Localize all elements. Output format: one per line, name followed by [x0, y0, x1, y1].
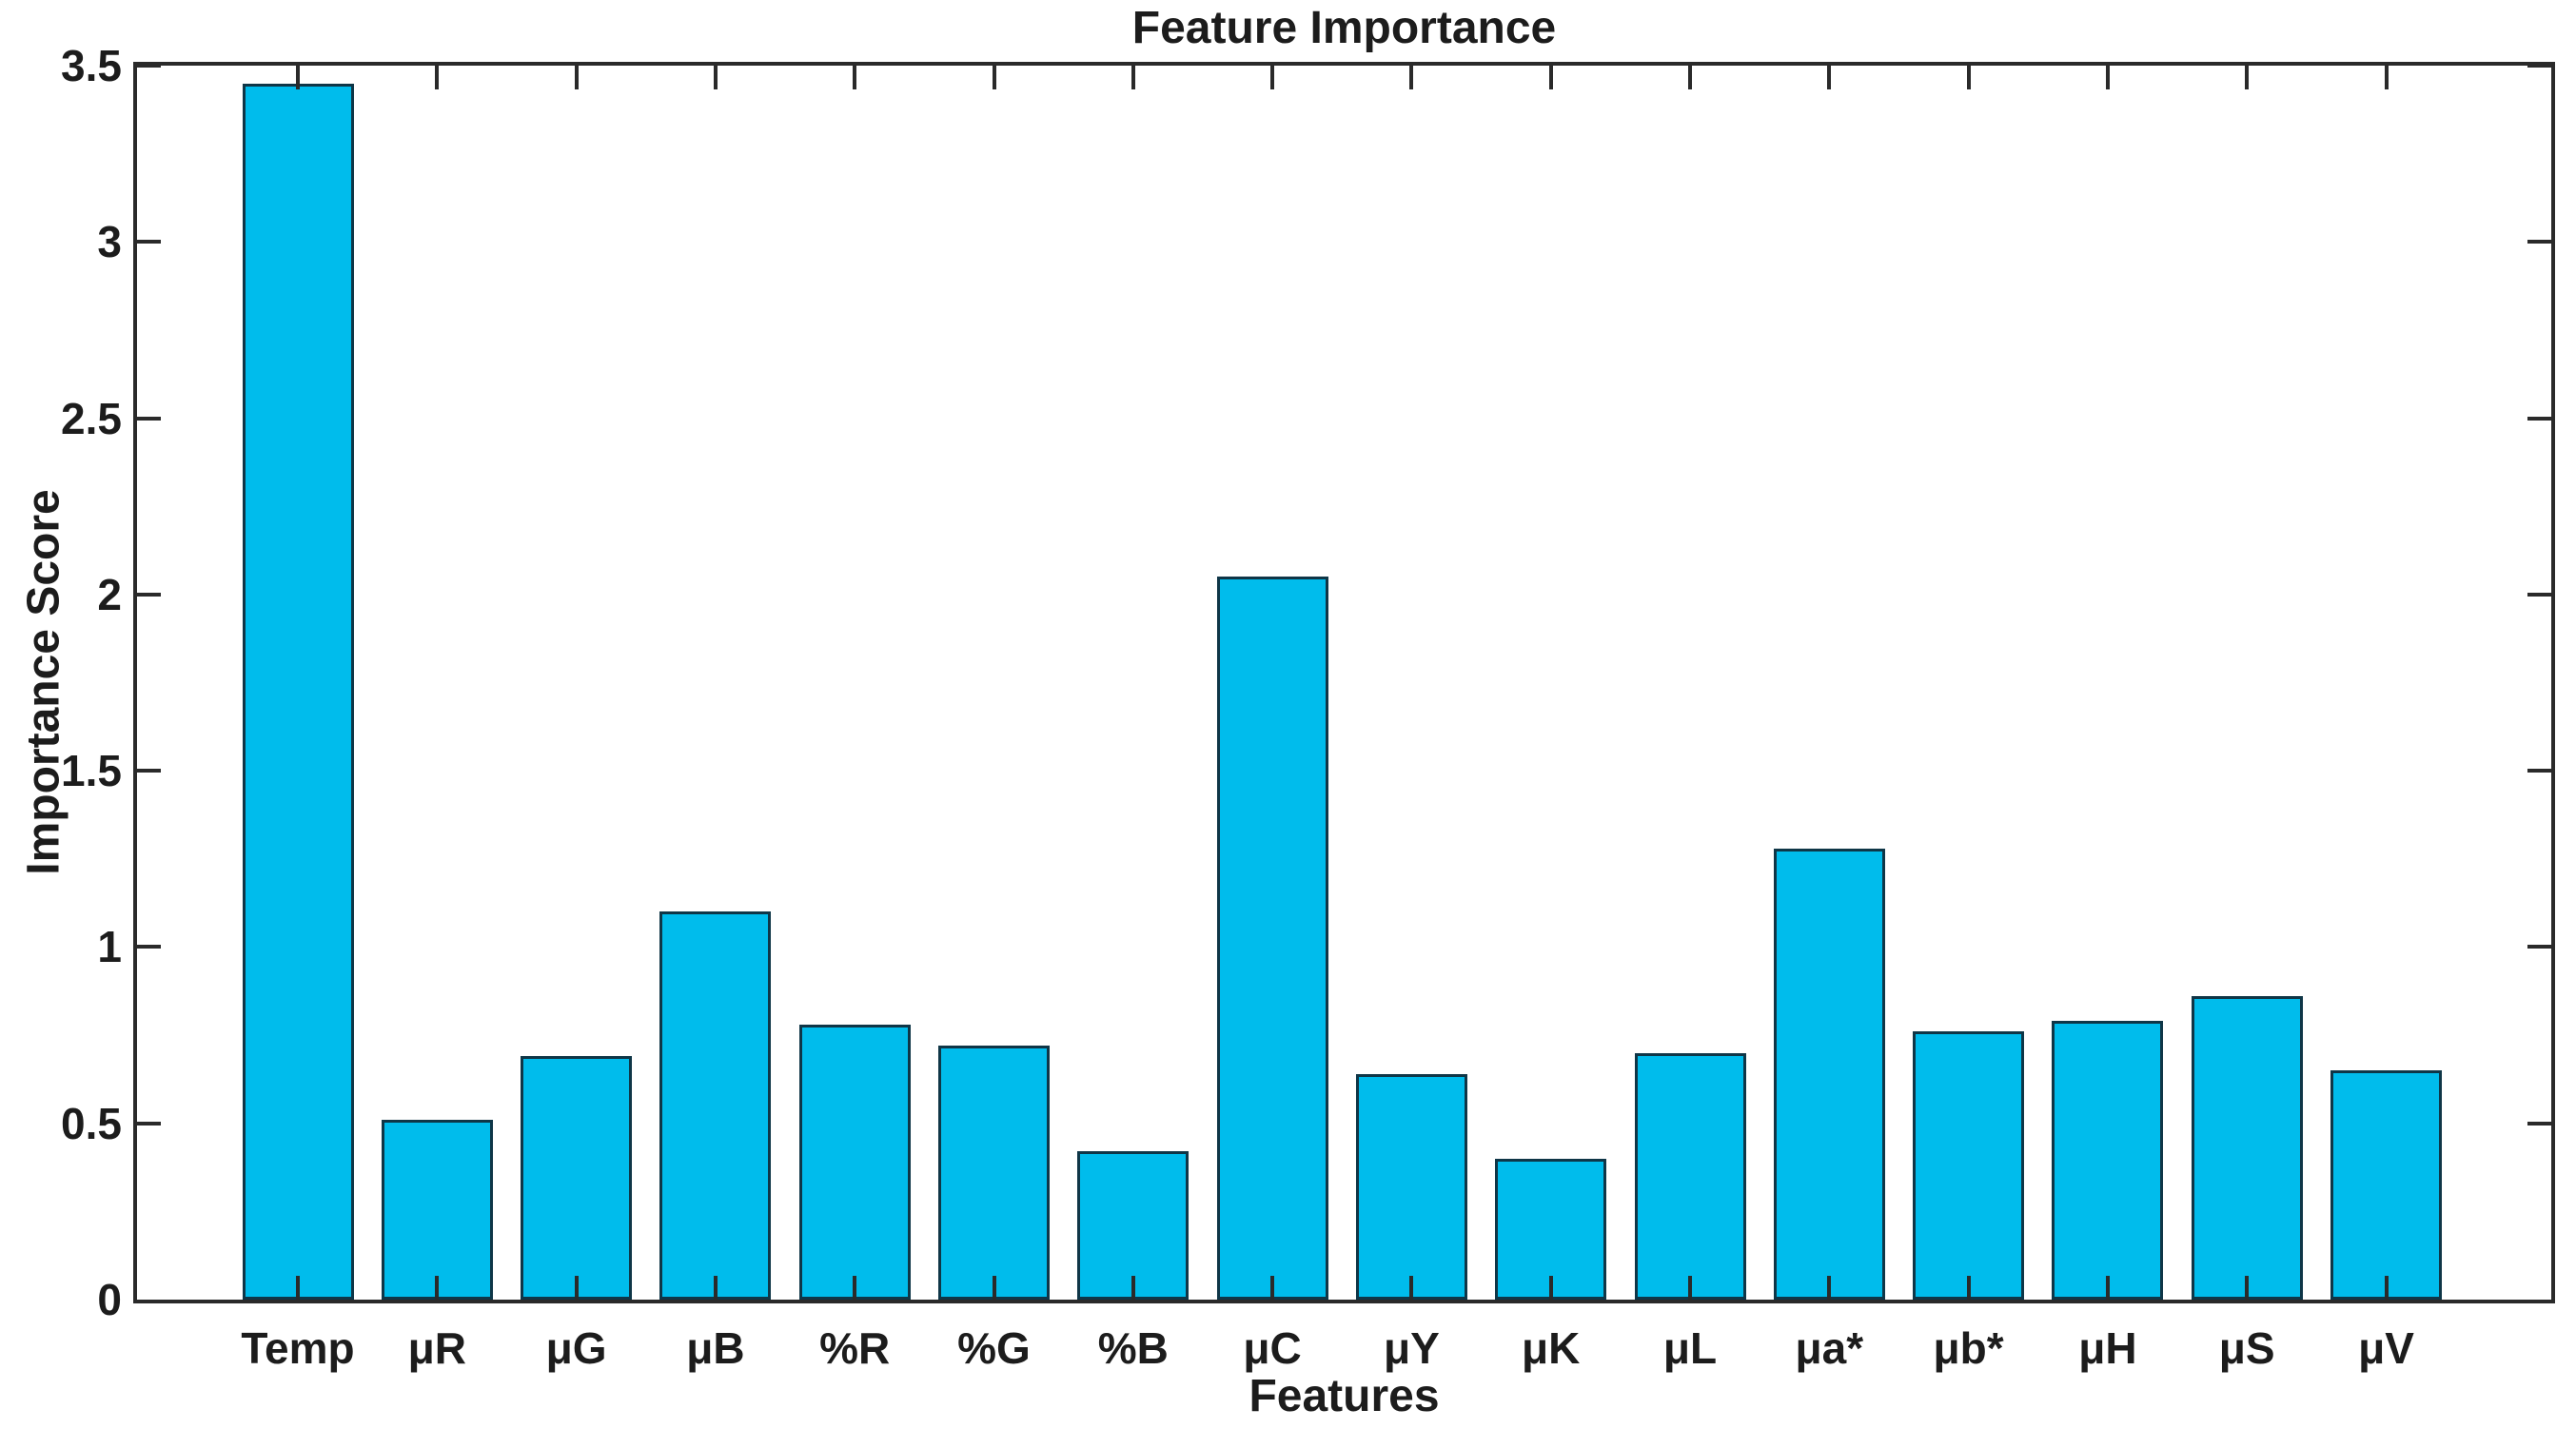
x-tick-bottom — [853, 1276, 857, 1300]
y-tick-label: 3.5 — [61, 41, 122, 90]
x-tick-top — [2105, 66, 2110, 89]
bar-ub* — [1913, 1031, 2025, 1300]
y-tick-label: 3 — [97, 217, 122, 267]
x-tick-label: μB — [686, 1323, 745, 1373]
x-tick-bottom — [1827, 1276, 1832, 1300]
x-tick-label: μH — [2078, 1323, 2137, 1373]
x-tick-top — [574, 66, 579, 89]
x-tick-label: μb* — [1933, 1323, 2004, 1373]
y-tick-right — [2527, 592, 2551, 597]
x-tick-label: μL — [1662, 1323, 1718, 1373]
bar-uL — [1634, 1052, 1746, 1300]
y-tick-right — [2527, 64, 2551, 68]
x-tick-top — [992, 66, 996, 89]
y-tick-left — [137, 240, 161, 245]
x-tick-label: μS — [2218, 1323, 2275, 1373]
plot-area — [133, 62, 2555, 1303]
x-tick-bottom — [2384, 1276, 2389, 1300]
x-tick-bottom — [1966, 1276, 1971, 1300]
y-tick-left — [137, 1121, 161, 1126]
bar-uY — [1355, 1073, 1467, 1300]
bar-uV — [2330, 1070, 2442, 1300]
x-tick-bottom — [574, 1276, 579, 1300]
x-tick-top — [1827, 66, 1832, 89]
x-tick-label: %B — [1097, 1323, 1169, 1373]
bar-%G — [938, 1046, 1050, 1300]
x-tick-label: %R — [819, 1323, 891, 1373]
y-tick-label: 0.5 — [61, 1098, 122, 1148]
x-tick-top — [296, 66, 300, 89]
x-tick-bottom — [2245, 1276, 2250, 1300]
y-tick-right — [2527, 945, 2551, 949]
x-tick-bottom — [1270, 1276, 1275, 1300]
bar-uH — [2052, 1021, 2164, 1300]
y-tick-right — [2527, 416, 2551, 421]
y-tick-right — [2527, 1121, 2551, 1126]
x-tick-label: Temp — [241, 1323, 355, 1373]
x-tick-top — [1548, 66, 1553, 89]
y-tick-label: 1 — [97, 922, 122, 972]
y-tick-label: 2.5 — [61, 393, 122, 443]
x-tick-top — [2245, 66, 2250, 89]
y-tick-label: 1.5 — [61, 746, 122, 796]
bar-uR — [381, 1120, 493, 1300]
y-tick-left — [137, 945, 161, 949]
y-tick-left — [137, 769, 161, 773]
x-tick-label: %G — [957, 1323, 1031, 1373]
x-tick-top — [1966, 66, 1971, 89]
x-tick-bottom — [992, 1276, 996, 1300]
x-tick-top — [1270, 66, 1275, 89]
y-tick-left — [137, 64, 161, 68]
x-tick-label: μa* — [1795, 1323, 1864, 1373]
bar-%R — [798, 1024, 911, 1300]
x-tick-top — [713, 66, 718, 89]
x-tick-bottom — [1688, 1276, 1692, 1300]
x-tick-bottom — [435, 1276, 440, 1300]
bar-%B — [1077, 1151, 1190, 1300]
x-tick-top — [1409, 66, 1414, 89]
y-tick-left — [137, 592, 161, 597]
x-tick-label: μG — [545, 1323, 607, 1373]
x-tick-top — [1688, 66, 1692, 89]
x-axis-label: Features — [1249, 1371, 1440, 1421]
x-tick-label: μC — [1243, 1323, 1302, 1373]
bar-uS — [2191, 996, 2303, 1300]
x-tick-bottom — [296, 1276, 300, 1300]
bar-Temp — [242, 83, 354, 1300]
bar-ua* — [1773, 848, 1885, 1300]
chart-title: Feature Importance — [1131, 3, 1557, 53]
bar-uG — [521, 1056, 633, 1300]
x-tick-bottom — [1131, 1276, 1135, 1300]
y-tick-right — [2527, 769, 2551, 773]
x-tick-bottom — [713, 1276, 718, 1300]
x-tick-bottom — [1409, 1276, 1414, 1300]
y-tick-label: 0 — [97, 1275, 122, 1324]
y-tick-right — [2527, 240, 2551, 245]
x-tick-label: μV — [2358, 1323, 2414, 1373]
x-tick-top — [435, 66, 440, 89]
y-tick-label: 2 — [97, 569, 122, 619]
x-tick-top — [853, 66, 857, 89]
bar-uC — [1216, 577, 1328, 1300]
y-tick-left — [137, 416, 161, 421]
x-tick-label: μR — [407, 1323, 466, 1373]
x-tick-label: μY — [1383, 1323, 1440, 1373]
y-axis-label: Importance Score — [18, 489, 69, 875]
x-tick-top — [2384, 66, 2389, 89]
x-tick-bottom — [2105, 1276, 2110, 1300]
x-tick-bottom — [1548, 1276, 1553, 1300]
x-tick-top — [1131, 66, 1135, 89]
bar-uB — [659, 911, 772, 1300]
x-tick-label: μK — [1522, 1323, 1581, 1373]
